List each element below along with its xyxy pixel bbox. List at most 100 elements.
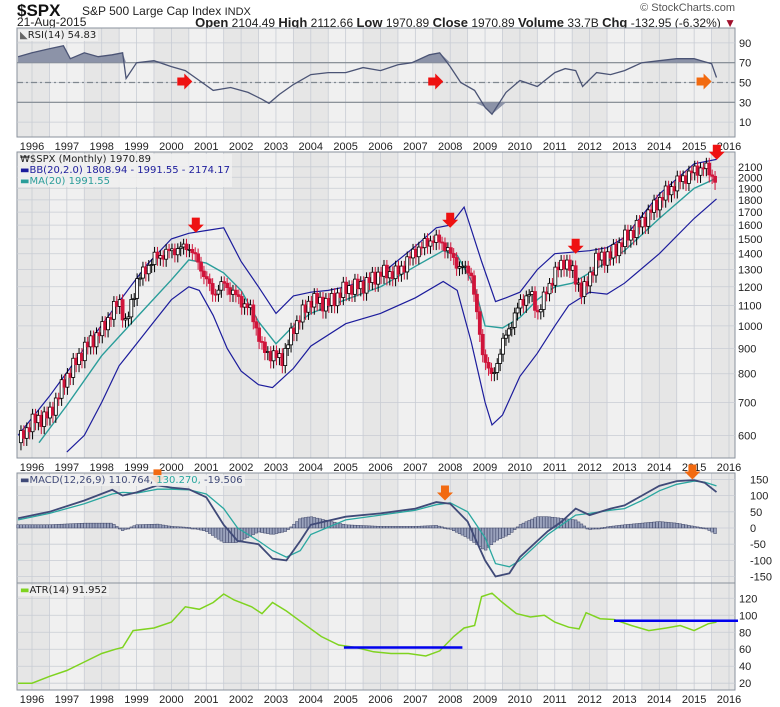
macd-histogram-bar (597, 527, 601, 530)
candle-body (698, 167, 703, 176)
x-tick-label: 2006 (368, 694, 392, 706)
macd-histogram-bar (533, 517, 537, 529)
macd-histogram-bar (428, 525, 433, 529)
macd-histogram-bar (422, 525, 427, 529)
candle-body (184, 243, 189, 251)
macd-histogram-bar (118, 527, 122, 530)
bb-legend-text: BB(20,2.0) 1808.94 - 1991.55 - 2174.17 (29, 165, 230, 176)
macd-histogram-bar (518, 524, 523, 529)
candle-body (24, 427, 29, 439)
y-tick-label: 100 (739, 610, 757, 622)
candle-body (553, 266, 558, 286)
x-tick-label: 2005 (333, 462, 357, 474)
rsi-line (17, 45, 718, 116)
macd-histogram-bar (646, 522, 650, 529)
candle-body (547, 282, 552, 295)
candle-body (138, 277, 142, 280)
candle-body (132, 297, 137, 300)
x-tick-label: 2015 (682, 141, 706, 153)
macd-histogram-bar (115, 526, 119, 529)
x-tick-label: 2004 (299, 462, 323, 474)
x-tick-label: 2002 (229, 694, 253, 706)
y-tick-label: 90 (739, 38, 751, 50)
macd-histogram-bar (362, 525, 366, 529)
macd-histogram-bar (45, 524, 49, 529)
x-tick-label: 2013 (612, 694, 636, 706)
red-arrow-icon (187, 217, 204, 233)
macd-histogram-bar (649, 522, 653, 529)
y-tick-label: 800 (738, 369, 756, 381)
y-tick-label: 1900 (738, 183, 762, 195)
macd-histogram-bar (434, 525, 438, 529)
candle-body (222, 281, 227, 284)
macd-histogram-bar (527, 520, 531, 529)
macd-histogram-bar (684, 524, 688, 529)
down-arrow-icon: ▼ (724, 16, 736, 30)
x-tick-label: 2011 (543, 462, 567, 474)
macd-histogram-bar (507, 527, 511, 535)
macd-histogram-bar (370, 525, 375, 529)
macd-histogram-bar (594, 527, 598, 530)
macd-histogram-bar (254, 527, 258, 534)
macd-histogram-bar (666, 522, 671, 529)
x-tick-label: 2009 (473, 694, 497, 706)
x-tick-label: 1996 (20, 462, 44, 474)
x-tick-label: 2000 (159, 694, 183, 706)
macd-histogram-bar (495, 527, 499, 541)
macd-value: MACD(12,26,9) 110.764, (29, 475, 154, 486)
bb-line-icon: ▬ (20, 165, 30, 176)
candle-body (216, 289, 221, 295)
candle-body (94, 332, 99, 348)
atr-legend-text: ATR(14) 91.952 (29, 585, 108, 596)
chg-label: Chg (602, 15, 628, 30)
candle-body (106, 317, 110, 331)
macd-histogram-bar (388, 526, 392, 529)
macd-histogram-bar (385, 526, 389, 529)
macd-histogram-bar (391, 526, 395, 529)
y-tick-label: 1800 (738, 195, 762, 207)
x-tick-label: 2013 (612, 462, 636, 474)
macd-histogram-bar (588, 527, 592, 530)
macd-histogram-bar (454, 527, 459, 533)
x-tick-label: 2016 (717, 694, 741, 706)
candle-body (506, 328, 511, 336)
x-tick-label: 2015 (682, 694, 706, 706)
candle-body (504, 334, 508, 339)
macd-histogram-bar (295, 521, 299, 529)
macd-histogram-bar (251, 527, 255, 535)
candle-body (207, 278, 212, 284)
macd-histogram-bar (611, 525, 616, 529)
x-tick-label: 2016 (717, 462, 741, 474)
candle-body (634, 219, 639, 239)
candle-body (646, 209, 651, 227)
candle-body (588, 271, 593, 287)
atr-line-icon: ▬ (20, 585, 30, 596)
x-tick-label: 2003 (264, 694, 288, 706)
security-name: S&P 500 Large Cap Index INDX (82, 4, 251, 18)
macd-histogram-bar (704, 527, 708, 530)
atr-legend: ▬ATR(14) 91.952 (18, 585, 110, 596)
quote-summary: Open 2104.49 High 2112.66 Low 1970.89 Cl… (195, 15, 736, 30)
chart-date: 21-Aug-2015 (17, 15, 87, 29)
x-tick-label: 1996 (20, 694, 44, 706)
x-tick-label: 2008 (438, 141, 462, 153)
macd-histogram-bar (399, 526, 404, 529)
macd-histogram-bar (57, 524, 61, 529)
candle-body (538, 309, 543, 313)
macd-histogram-bar (216, 527, 221, 540)
candle-body (437, 234, 442, 243)
candle-body (196, 253, 201, 263)
macd-histogram-bar (321, 519, 325, 529)
macd-histogram-bar (620, 524, 624, 529)
macd-histogram-bar (698, 527, 703, 529)
macd-histogram-bar (30, 524, 35, 529)
candle-body (123, 318, 128, 321)
candle-body (472, 275, 476, 295)
candle-body (501, 337, 505, 355)
macd-histogram-bar (466, 527, 470, 539)
macd-histogram-bar (713, 527, 717, 534)
x-tick-label: 2006 (368, 462, 392, 474)
macd-histogram-bar (530, 518, 534, 529)
price-legend: ₩$SPX (Monthly) 1970.89 ▬BB(20,2.0) 1808… (18, 154, 232, 187)
macd-histogram-bar (504, 527, 508, 537)
